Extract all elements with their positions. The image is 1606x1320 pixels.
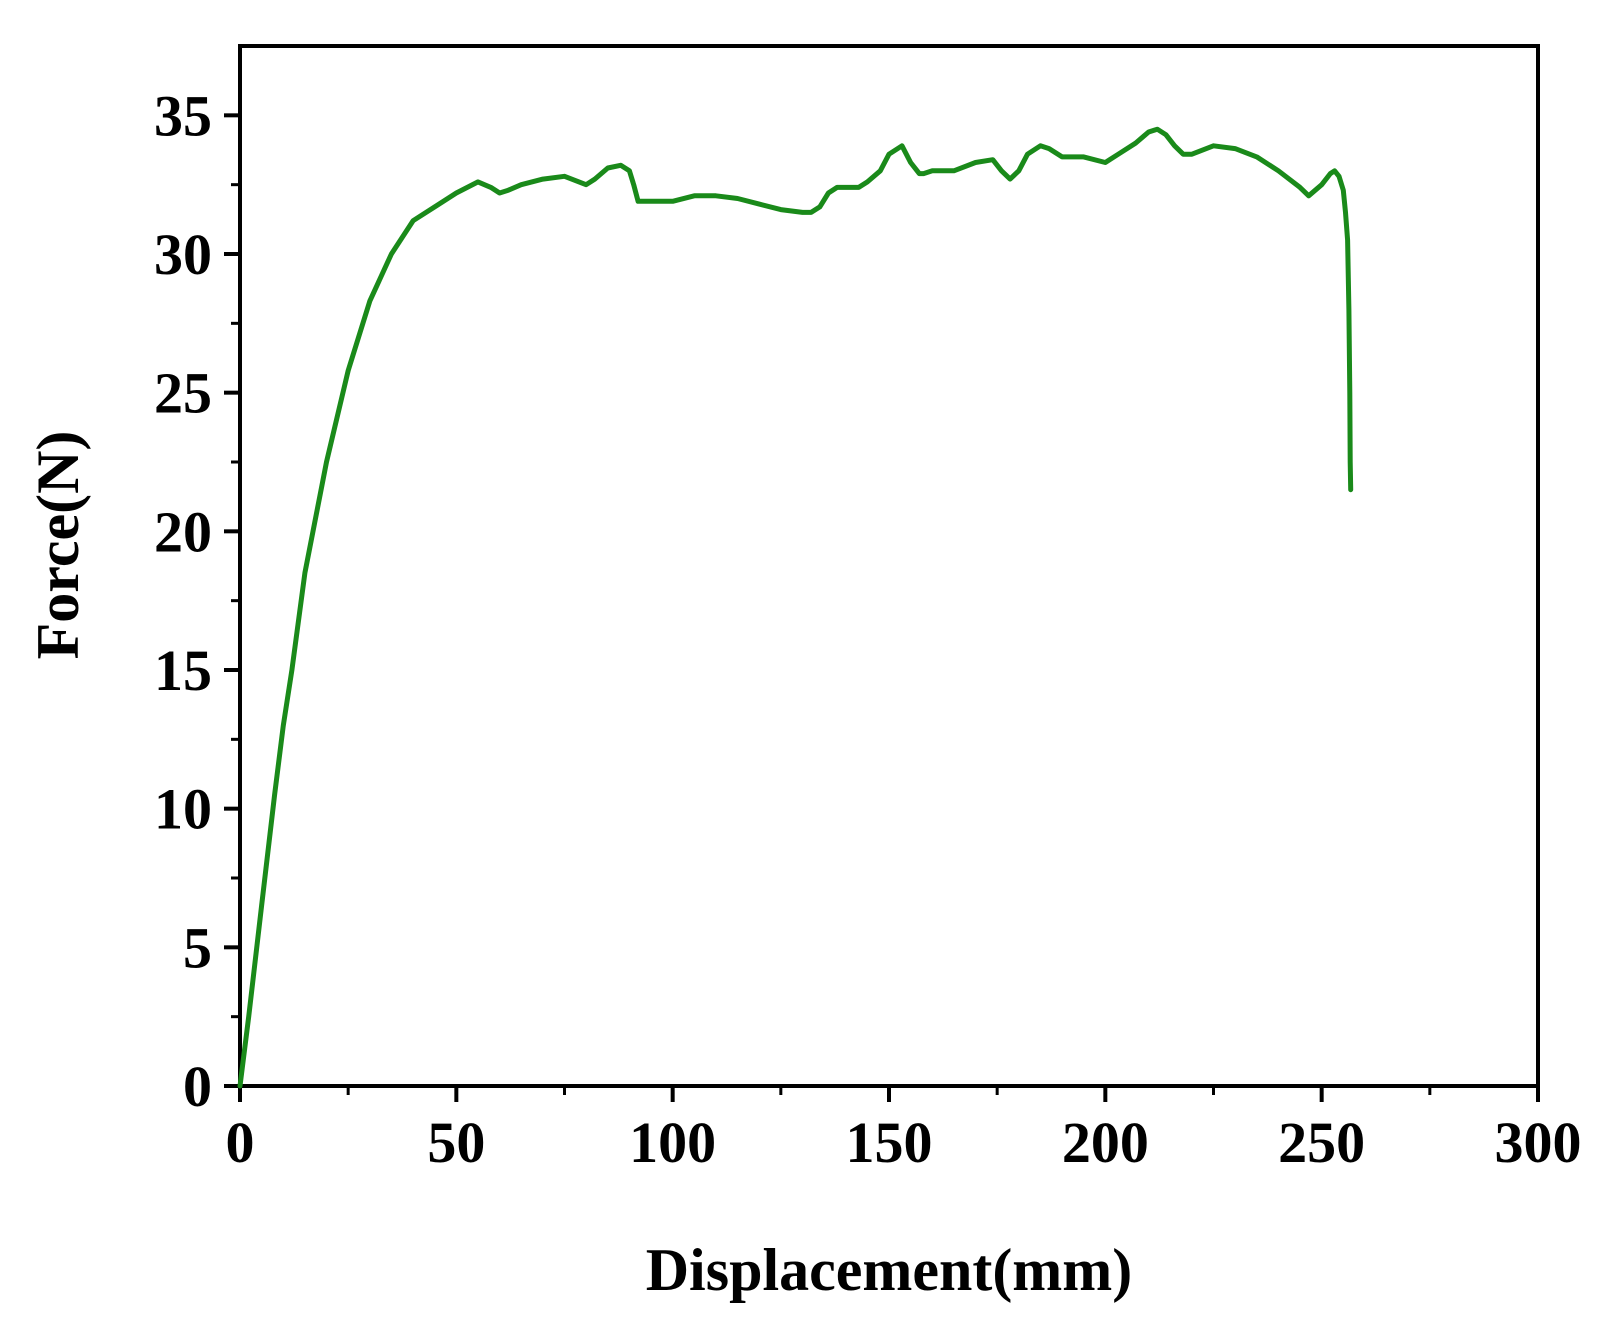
x-tick-labels: 0 50 100 150 200 250 300 [226,1110,1582,1175]
x-tick-label: 100 [629,1110,716,1175]
x-axis-title: Displacement(mm) [646,1237,1133,1303]
y-tick-labels: 0 5 10 15 20 25 30 35 [154,83,212,1119]
y-axis-title: Force(N) [25,431,91,660]
y-tick-label: 10 [154,777,212,842]
grid-layer [224,113,1540,1102]
y-tick-label: 5 [183,915,212,980]
x-tick-label: 50 [427,1110,485,1175]
x-tick-label: 250 [1278,1110,1365,1175]
y-tick-label: 0 [183,1054,212,1119]
y-tick-label: 30 [154,222,212,287]
x-tick-label: 0 [226,1110,255,1175]
force-curve [237,126,1354,1089]
plot-frame [238,44,1540,1088]
y-tick-label: 20 [154,499,212,564]
x-tick-label: 200 [1062,1110,1149,1175]
x-tick-label: 150 [846,1110,933,1175]
y-tick-label: 15 [154,638,212,703]
y-tick-label: 35 [154,83,212,148]
y-tick-label: 25 [154,361,212,426]
x-tick-label: 300 [1495,1110,1582,1175]
